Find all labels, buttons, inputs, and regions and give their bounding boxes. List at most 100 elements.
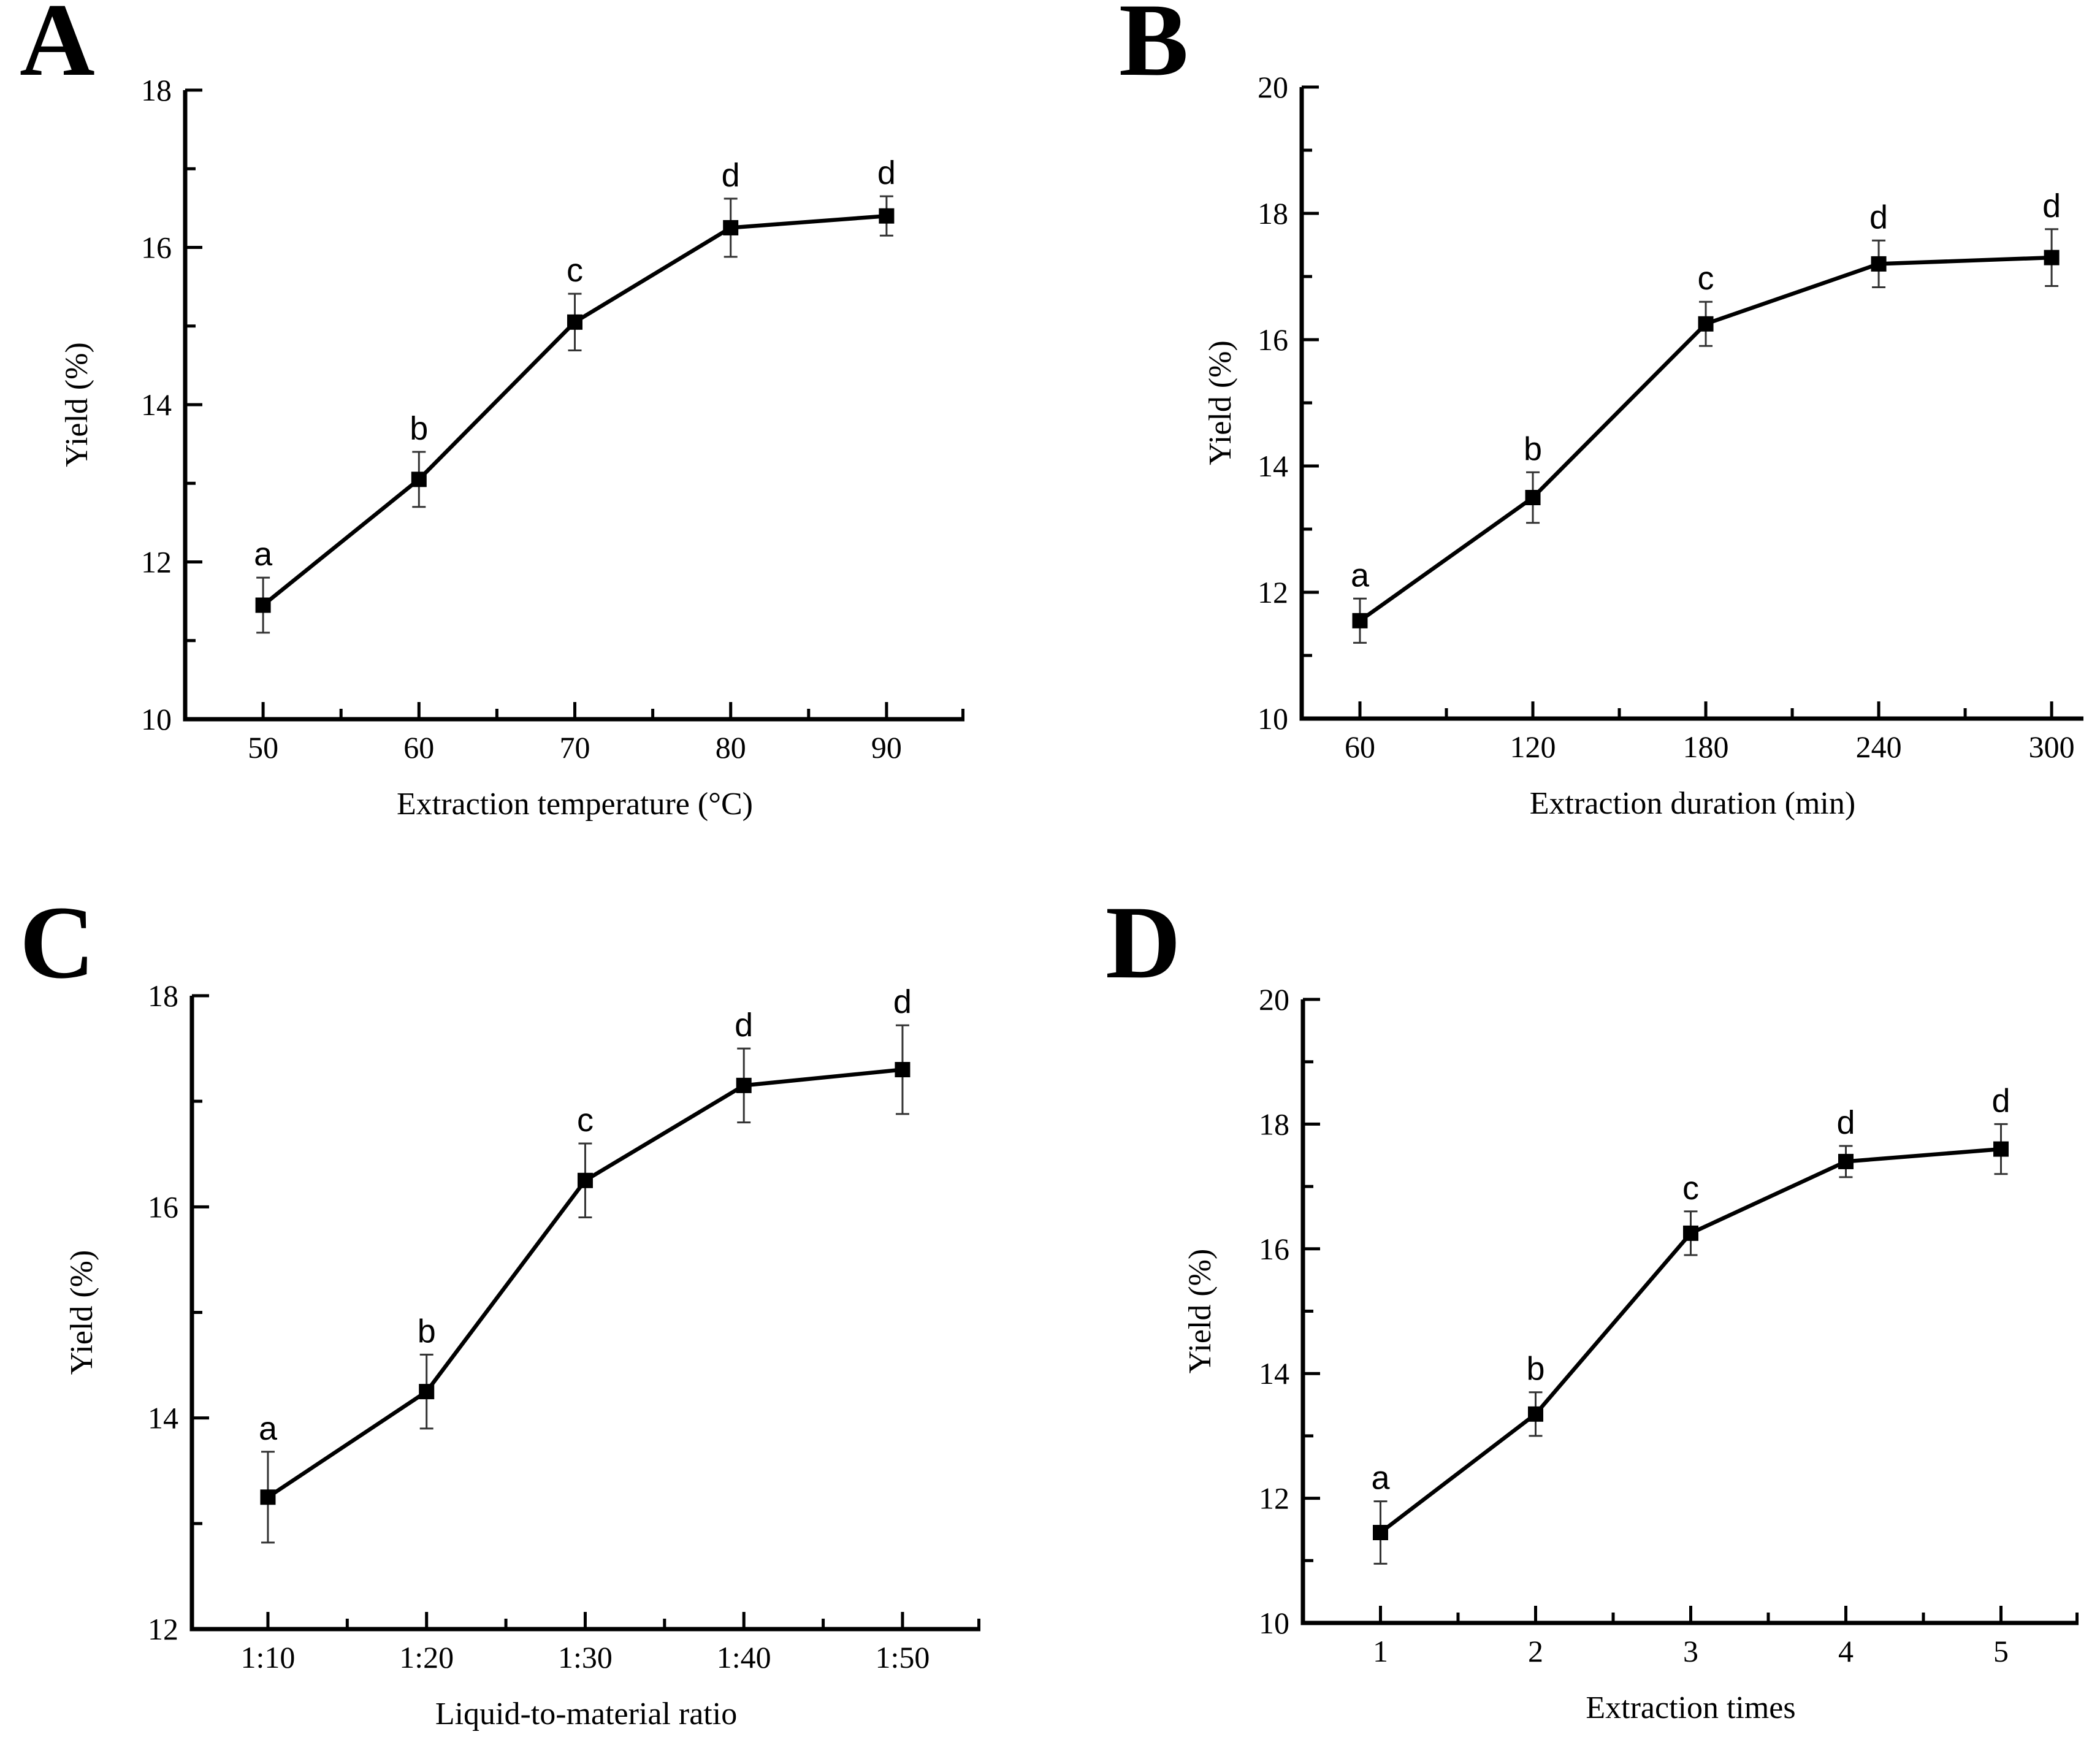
x-tick-label: 50 xyxy=(248,730,278,765)
x-tick-label: 60 xyxy=(1345,730,1375,764)
y-tick-label: 20 xyxy=(1259,982,1289,1017)
data-point-marker xyxy=(577,1172,593,1188)
data-point-marker xyxy=(1993,1141,2009,1157)
x-tick-label: 1:50 xyxy=(875,1640,930,1674)
panel-a-chart: 10 12 14 16 18 50 60 70 80 90 a b c d d Extraction temp… xyxy=(59,73,964,822)
y-axis-title: Yield (%) xyxy=(59,342,94,467)
x-axis-title: Extraction temperature (°C) xyxy=(397,787,753,822)
panel-label-c: C xyxy=(20,885,95,1000)
significance-letter: d xyxy=(1991,1082,2010,1119)
significance-letter: c xyxy=(1682,1170,1699,1207)
significance-letter: c xyxy=(577,1102,594,1139)
panel-c-chart: 12 14 16 18 1:10 1:20 1:30 1:40 1:50 a b c d d Liquid-… xyxy=(64,979,980,1731)
data-point-marker xyxy=(567,314,582,330)
significance-letter: b xyxy=(1524,430,1542,467)
data-point-marker xyxy=(1871,256,1887,272)
x-tick-label: 90 xyxy=(871,730,902,765)
y-tick-label: 18 xyxy=(141,73,172,107)
panel-label-d: D xyxy=(1105,885,1181,1000)
y-tick-label: 20 xyxy=(1258,70,1288,104)
significance-letter: c xyxy=(1698,260,1714,297)
data-line xyxy=(1379,1147,2001,1535)
data-point-marker xyxy=(2044,250,2060,265)
data-point-marker xyxy=(1838,1153,1854,1169)
x-tick-label: 1:10 xyxy=(241,1640,296,1674)
data-point-marker xyxy=(255,597,271,613)
x-axis-title: Extraction duration (min) xyxy=(1530,786,1855,821)
significance-letter: b xyxy=(1526,1351,1544,1388)
data-point-marker xyxy=(1352,613,1368,628)
y-tick-label: 18 xyxy=(1258,196,1288,231)
significance-letter: a xyxy=(254,536,273,573)
significance-letter: a xyxy=(1371,1460,1390,1497)
y-tick-label: 10 xyxy=(141,702,172,736)
significance-letter: d xyxy=(722,157,740,194)
panel-label-b: B xyxy=(1119,0,1189,97)
significance-letter: d xyxy=(877,155,896,191)
x-tick-label: 300 xyxy=(2029,730,2075,764)
y-tick-label: 14 xyxy=(148,1401,178,1435)
data-point-marker xyxy=(1525,490,1541,505)
data-point-marker xyxy=(879,208,895,224)
y-tick-label: 10 xyxy=(1258,701,1288,736)
y-tick-label: 12 xyxy=(148,1612,178,1646)
data-point-marker xyxy=(419,1384,435,1400)
data-point-marker xyxy=(723,220,739,235)
data-point-marker xyxy=(1373,1525,1388,1541)
significance-letter: d xyxy=(1869,199,1888,235)
y-tick-label: 16 xyxy=(1259,1232,1289,1266)
y-tick-label: 14 xyxy=(1259,1356,1289,1391)
data-point-marker xyxy=(1528,1406,1543,1422)
significance-letter: d xyxy=(1836,1104,1855,1141)
x-axis-title: Liquid-to-material ratio xyxy=(435,1697,737,1731)
x-tick-label: 5 xyxy=(1993,1634,2009,1668)
data-point-marker xyxy=(736,1077,752,1093)
y-axis-title: Yield (%) xyxy=(1203,340,1238,465)
y-tick-label: 18 xyxy=(1259,1107,1289,1141)
significance-letter: b xyxy=(418,1313,436,1350)
x-tick-label: 3 xyxy=(1683,1634,1698,1668)
y-tick-label: 14 xyxy=(1258,449,1288,483)
x-axis-title: Extraction times xyxy=(1586,1690,1795,1725)
data-point-marker xyxy=(895,1062,911,1078)
x-tick-label: 4 xyxy=(1838,1634,1854,1668)
panel-label-a: A xyxy=(20,0,95,97)
y-tick-label: 12 xyxy=(141,545,172,579)
significance-letter: d xyxy=(893,983,912,1020)
significance-letter: d xyxy=(735,1007,753,1044)
significance-letter: c xyxy=(567,252,583,289)
data-point-marker xyxy=(260,1489,276,1505)
x-tick-label: 180 xyxy=(1683,730,1729,764)
data-point-marker xyxy=(1683,1225,1698,1241)
x-tick-label: 80 xyxy=(716,730,746,765)
y-axis-title: Yield (%) xyxy=(1183,1249,1218,1374)
x-tick-label: 1:20 xyxy=(399,1640,454,1674)
y-tick-label: 16 xyxy=(141,231,172,265)
y-tick-label: 12 xyxy=(1258,575,1288,609)
y-tick-label: 18 xyxy=(148,979,178,1013)
significance-letter: a xyxy=(259,1410,278,1447)
significance-letter: b xyxy=(410,410,428,447)
x-tick-label: 70 xyxy=(560,730,590,765)
x-tick-label: 240 xyxy=(1856,730,1902,764)
x-tick-label: 2 xyxy=(1528,1634,1543,1668)
significance-letter: d xyxy=(2042,188,2061,224)
y-tick-label: 14 xyxy=(141,387,172,422)
y-tick-label: 16 xyxy=(1258,323,1288,357)
y-axis-title: Yield (%) xyxy=(64,1250,99,1375)
y-tick-label: 10 xyxy=(1259,1606,1289,1640)
x-tick-label: 1 xyxy=(1373,1634,1388,1668)
x-tick-label: 120 xyxy=(1510,730,1556,764)
y-tick-label: 12 xyxy=(1259,1481,1289,1516)
panel-b-chart: 10 12 14 16 18 20 60 120 180 240 300 a b c d d Extractio… xyxy=(1203,70,2083,821)
data-point-marker xyxy=(1698,316,1714,332)
x-tick-label: 60 xyxy=(403,730,434,765)
significance-letter: a xyxy=(1351,557,1370,594)
x-tick-label: 1:40 xyxy=(717,1640,771,1674)
y-tick-label: 16 xyxy=(148,1189,178,1224)
x-tick-label: 1:30 xyxy=(558,1640,613,1674)
data-point-marker xyxy=(411,471,427,487)
